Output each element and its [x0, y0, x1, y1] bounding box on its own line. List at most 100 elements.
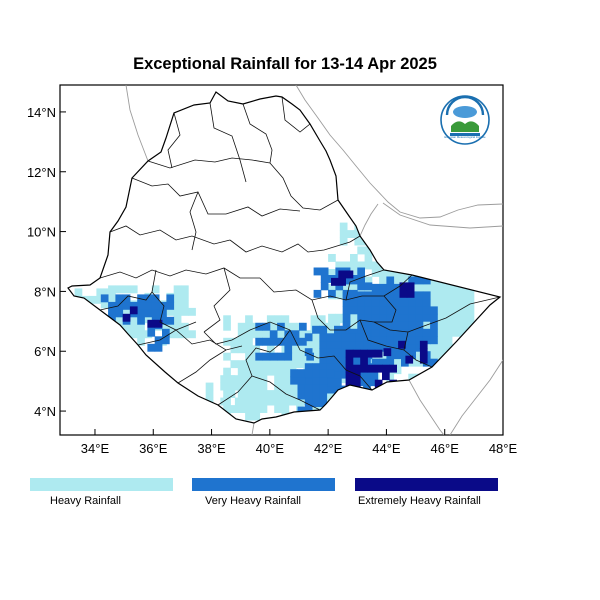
rain-cell-level-2 [166, 294, 175, 303]
rain-cell-level-2 [255, 337, 263, 346]
rain-cell-level-1 [159, 322, 167, 331]
rain-cell-level-1 [288, 382, 297, 391]
map-title: Exceptional Rainfall for 13-14 Apr 2025 [133, 55, 437, 73]
rain-cell-level-1 [220, 397, 228, 406]
rain-cell-level-1 [108, 285, 116, 294]
rain-cell-level-2 [415, 276, 424, 285]
rain-cell-level-2 [364, 282, 373, 291]
rain-cell-level-1 [393, 358, 402, 367]
rain-cell-level-3 [367, 349, 376, 358]
rain-cell-level-1 [237, 345, 246, 354]
ethiopia-outline [67, 91, 502, 424]
rain-cell-level-2 [319, 369, 328, 378]
rain-cell-level-1 [459, 306, 467, 315]
rain-cell-level-3 [382, 372, 390, 381]
rain-cell-level-1 [237, 367, 246, 376]
rain-cell-level-1 [245, 315, 253, 324]
rain-cell-level-2 [144, 301, 153, 310]
rain-cell-level-2 [357, 321, 365, 330]
rain-cell-level-2 [334, 370, 342, 379]
rain-cell-level-2 [393, 313, 402, 322]
rain-cell-level-2 [350, 306, 358, 315]
rain-cell-level-1 [173, 292, 182, 301]
rain-cell-level-2 [334, 348, 342, 357]
rain-cell-level-2 [284, 345, 293, 354]
rain-cell-level-2 [350, 298, 358, 307]
rain-cell-level-2 [422, 298, 431, 307]
rain-cell-level-1 [296, 397, 304, 406]
rain-cell-level-3 [383, 348, 392, 357]
rain-cell-level-1 [444, 291, 453, 300]
rain-cell-level-2 [371, 321, 380, 330]
rain-cell-level-1 [303, 337, 312, 346]
rain-cell-level-1 [296, 330, 304, 339]
rain-cell-level-2 [277, 337, 285, 346]
rain-cell-level-1 [350, 313, 358, 322]
rain-cell-level-1 [74, 288, 83, 297]
rain-cell-level-1 [252, 375, 261, 384]
rain-cell-level-1 [103, 288, 112, 297]
rain-cell-level-2 [408, 306, 416, 315]
rain-cell-level-3 [122, 313, 131, 322]
rain-cell-level-2 [147, 328, 156, 337]
rain-cell-level-1 [325, 322, 333, 331]
rain-cell-level-1 [173, 322, 182, 331]
legend-label-very-heavy: Very Heavy Rainfall [205, 495, 301, 507]
rain-cell-level-2 [341, 340, 349, 349]
rain-cell-level-1 [137, 337, 145, 346]
rain-cell-level-1 [317, 315, 326, 324]
rain-cell-level-2 [319, 325, 328, 334]
rain-cell-level-1 [466, 321, 475, 330]
rain-cell-level-2 [326, 363, 335, 372]
rain-cell-level-2 [122, 301, 131, 310]
rain-cell-level-2 [319, 399, 328, 407]
rain-cell-level-2 [363, 325, 371, 334]
rain-cell-level-1 [242, 375, 250, 384]
rain-cell-level-1 [259, 382, 268, 391]
axes: 14°N 12°N 10°N 8°N 6°N 4°N 34°E 36°E 38°E 40°E 42°… [27, 105, 518, 456]
rain-cell-level-2 [393, 343, 402, 352]
rain-cell-level-2 [129, 301, 138, 310]
rain-cell-level-1 [252, 405, 261, 413]
rain-cell-level-2 [115, 301, 124, 310]
rain-cell-level-1 [342, 261, 351, 270]
rain-cell-level-2 [304, 333, 313, 342]
rain-cell-level-2 [255, 352, 263, 361]
rain-cell-level-2 [320, 275, 329, 283]
rain-cell-level-1 [242, 367, 250, 376]
rain-cell-level-2 [306, 352, 314, 361]
kenya-border [251, 422, 255, 435]
rain-cell-level-1 [220, 375, 228, 384]
rain-cell-level-1 [430, 298, 438, 307]
rain-cell-level-1 [245, 345, 253, 354]
rain-cell-level-2 [357, 282, 365, 291]
rain-cell-level-2 [159, 301, 167, 310]
rain-cell-level-2 [151, 301, 160, 310]
rain-cell-level-1 [223, 337, 231, 346]
rain-cell-level-3 [367, 364, 376, 373]
rain-cell-level-2 [379, 283, 387, 292]
rain-cell-level-2 [386, 283, 395, 292]
rain-cell-level-1 [274, 330, 282, 339]
rain-cell-level-1 [181, 300, 189, 309]
rain-cell-level-1 [437, 306, 446, 315]
rain-cell-level-1 [354, 237, 363, 246]
rain-cell-level-1 [227, 382, 236, 391]
rain-cell-level-2 [342, 306, 351, 315]
rain-cell-level-2 [319, 348, 328, 357]
rain-cell-level-2 [299, 337, 307, 346]
rain-cell-level-1 [181, 285, 189, 294]
rain-cell-level-1 [129, 330, 138, 339]
rain-cell-level-2 [154, 343, 163, 352]
rain-cell-level-2 [334, 378, 342, 387]
rain-cell-level-3 [399, 282, 408, 291]
rain-cell-level-1 [452, 321, 460, 330]
rain-cell-level-3 [154, 319, 163, 328]
rain-cell-level-1 [281, 405, 290, 413]
rain-cell-level-2 [401, 321, 409, 330]
rain-cell-level-2 [115, 294, 124, 303]
rain-cell-level-1 [173, 307, 182, 316]
rain-cell-level-3 [345, 270, 354, 279]
rain-cell-level-1 [115, 285, 124, 294]
rain-cell-level-2 [269, 352, 278, 361]
